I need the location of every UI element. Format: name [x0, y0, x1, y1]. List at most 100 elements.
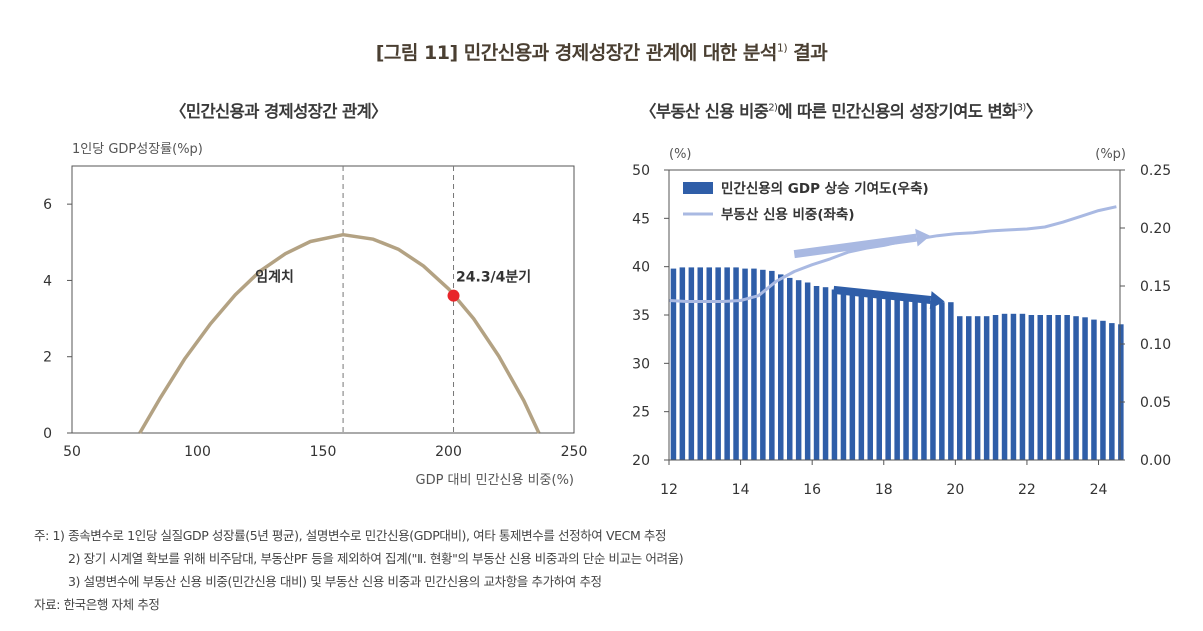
source-note: 자료: 한국은행 자체 추정	[34, 597, 160, 612]
current-point-marker	[447, 289, 460, 302]
contribution-bar	[1037, 315, 1043, 460]
contribution-bar	[1064, 315, 1070, 460]
right-left-tick-label: 40	[632, 260, 650, 276]
footnotes: 주: 1) 종속변수로 1인당 실질GDP 성장률(5년 평균), 설명변수로 …	[34, 524, 684, 616]
right-left-tick-label: 35	[632, 308, 650, 324]
contribution-bar	[679, 267, 686, 460]
downward-trend-arrow	[833, 285, 932, 304]
right-right-tick-label: 0.15	[1140, 279, 1171, 295]
right-x-tick-label: 22	[1018, 482, 1036, 498]
right-right-tick-label: 0.05	[1140, 395, 1171, 411]
right-left-tick-label: 20	[632, 453, 650, 469]
threshold-annotation: 임계치	[255, 270, 294, 286]
right-x-tick-label: 24	[1090, 482, 1108, 498]
right-axis-unit: (%p)	[1095, 147, 1126, 162]
left-x-tick-label: 200	[435, 444, 462, 460]
contribution-bar	[849, 293, 856, 460]
contribution-bar	[724, 267, 730, 460]
left-axis-unit: (%)	[669, 147, 692, 162]
contribution-bar	[688, 267, 695, 460]
contribution-bar	[1073, 316, 1079, 460]
contribution-bar	[1001, 313, 1008, 460]
contribution-bar	[742, 268, 748, 460]
contribution-bar	[787, 277, 793, 460]
contribution-bar	[885, 297, 891, 460]
contribution-bar	[983, 316, 990, 460]
right-x-tick-label: 16	[803, 482, 821, 498]
left-y-tick-label: 4	[43, 273, 52, 289]
left-y-tick-label: 6	[43, 197, 52, 213]
contribution-bar	[795, 280, 802, 460]
contribution-bar	[1028, 315, 1035, 460]
contribution-bar	[948, 302, 954, 460]
right-x-tick-label: 12	[660, 482, 678, 498]
contribution-bar	[1019, 313, 1026, 460]
left-x-tick-label: 250	[561, 444, 588, 460]
contribution-bar	[822, 287, 829, 460]
contribution-bar	[939, 302, 945, 460]
legend-bar-label: 민간신용의 GDP 상승 기여도(우축)	[721, 180, 929, 197]
contribution-bar	[1055, 315, 1061, 460]
contribution-bar	[1010, 313, 1017, 460]
right-x-tick-label: 18	[875, 482, 893, 498]
left-curve-line	[138, 232, 541, 434]
contribution-bar	[670, 268, 677, 460]
contribution-bar	[867, 295, 873, 460]
contribution-bar	[778, 274, 784, 460]
right-right-tick-label: 0.00	[1140, 453, 1171, 469]
contribution-bar	[1046, 315, 1052, 460]
contribution-bar	[957, 316, 963, 460]
contribution-bar	[715, 267, 721, 460]
contribution-bar	[769, 270, 775, 460]
right-chart-title: 〈부동산 신용 비중2)에 따른 민간신용의 성장기여도 변화3)〉	[640, 102, 1042, 121]
right-left-tick-label: 25	[632, 405, 650, 421]
contribution-bar	[974, 316, 981, 460]
note-1: 주: 1) 종속변수로 1인당 실질GDP 성장률(5년 평균), 설명변수로 …	[34, 528, 667, 543]
contribution-bar	[760, 269, 766, 460]
contribution-bar	[930, 301, 936, 460]
note-2: 2) 장기 시계열 확보를 위해 비주담대, 부동산PF 등을 제외하여 집계(…	[68, 551, 684, 566]
legend-line-label: 부동산 신용 비중(좌축)	[721, 206, 855, 223]
left-y-axis-label: 1인당 GDP성장률(%p)	[72, 142, 203, 157]
contribution-bar	[912, 299, 918, 460]
left-x-tick-label: 100	[184, 444, 211, 460]
contribution-bar	[840, 290, 847, 460]
left-chart-title: 〈민간신용과 경제성장간 관계〉	[170, 102, 388, 121]
upward-trend-arrowhead	[915, 228, 931, 247]
left-x-tick-label: 50	[63, 444, 81, 460]
contribution-bar	[903, 298, 909, 460]
contribution-bar	[813, 286, 820, 460]
contribution-bar	[831, 289, 838, 460]
downward-trend-arrowhead	[929, 291, 945, 309]
right-left-tick-label: 30	[632, 356, 650, 372]
left-y-tick-label: 0	[43, 426, 52, 442]
left-y-tick-label: 2	[43, 350, 52, 366]
contribution-bar	[804, 282, 811, 460]
contribution-bar	[876, 296, 882, 460]
left-plot-frame	[71, 165, 575, 434]
contribution-bar	[1118, 324, 1124, 460]
left-x-tick-label: 150	[310, 444, 337, 460]
contribution-bar	[966, 316, 972, 460]
contribution-bar	[1100, 320, 1106, 460]
right-left-tick-label: 50	[632, 163, 650, 179]
right-x-tick-label: 20	[946, 482, 964, 498]
contribution-bar	[992, 315, 999, 460]
right-right-tick-label: 0.10	[1140, 337, 1171, 353]
contribution-bar	[1109, 323, 1115, 460]
contribution-bar	[733, 267, 739, 460]
legend-bar-swatch	[683, 182, 713, 194]
contribution-bar	[858, 294, 865, 460]
contribution-bar	[1082, 317, 1088, 460]
contribution-bar	[894, 298, 900, 460]
left-x-axis-label: GDP 대비 민간신용 비중(%)	[416, 473, 575, 488]
current-point-annotation: 24.3/4분기	[456, 270, 531, 286]
right-right-tick-label: 0.25	[1140, 163, 1171, 179]
contribution-bar	[751, 268, 757, 460]
figure-title: [그림 11] 민간신용과 경제성장간 관계에 대한 분석1) 결과	[375, 41, 828, 64]
right-right-tick-label: 0.20	[1140, 221, 1171, 237]
contribution-bar	[921, 299, 927, 460]
contribution-bar	[1091, 319, 1097, 460]
contribution-bar	[706, 267, 712, 460]
